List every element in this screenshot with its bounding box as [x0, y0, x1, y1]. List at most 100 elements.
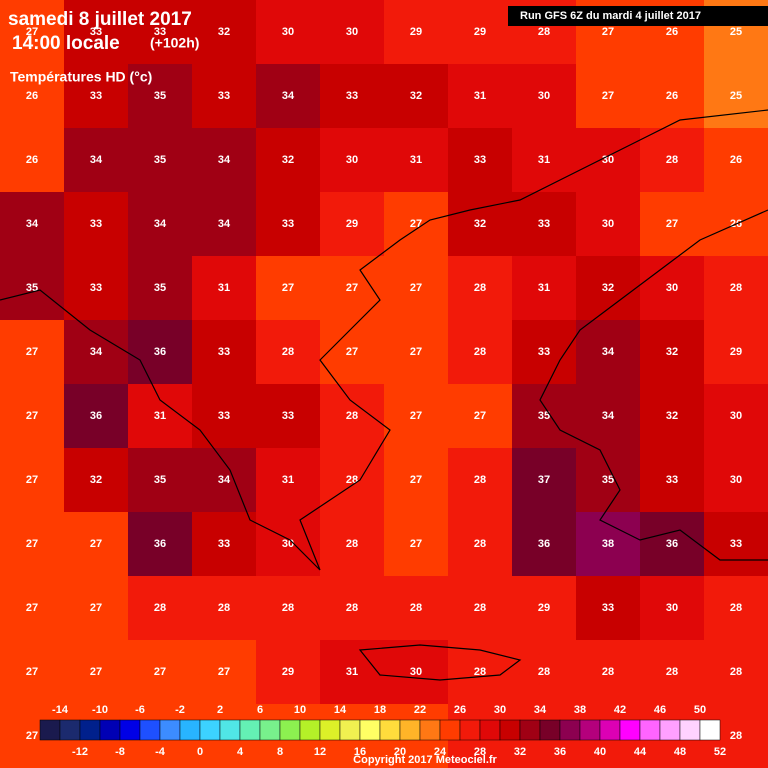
temperature-cell [64, 0, 129, 65]
scale-swatch [39, 719, 61, 741]
coastline [0, 109, 768, 571]
temperature-label: 27 [346, 282, 358, 294]
scale-swatch [59, 719, 81, 741]
temperature-label: 33 [538, 218, 550, 230]
temperature-label: 27 [26, 538, 38, 550]
temperature-cell [0, 512, 65, 577]
temperature-label: 31 [410, 154, 422, 166]
scale-label: 6 [257, 704, 263, 716]
temperature-label: 29 [538, 602, 550, 614]
temperature-cell [256, 64, 321, 129]
scale-swatch [239, 719, 261, 741]
temperature-cell [128, 256, 193, 321]
temperature-label: 27 [26, 26, 38, 38]
temperature-cell [512, 576, 577, 641]
temperature-label: 33 [218, 346, 230, 358]
scale-swatch [459, 719, 481, 741]
temperature-cell [320, 512, 385, 577]
temperature-label: 28 [602, 666, 614, 678]
temperature-label: 38 [602, 538, 614, 550]
temperature-label: 28 [474, 346, 486, 358]
temperature-label: 27 [410, 538, 422, 550]
temperature-cell [128, 320, 193, 385]
temperature-label: 27 [218, 666, 230, 678]
temperature-cell [640, 640, 705, 705]
temperature-label: 34 [218, 154, 231, 166]
temperature-label: 30 [602, 218, 614, 230]
temperature-label: 27 [26, 410, 38, 422]
temperature-cell [512, 448, 577, 513]
temperature-cell [320, 256, 385, 321]
temperature-cell [256, 384, 321, 449]
temperature-label: 28 [154, 602, 166, 614]
temperature-label: 32 [218, 26, 230, 38]
temperature-cell [320, 640, 385, 705]
temperature-cell [0, 640, 65, 705]
scale-swatch [559, 719, 581, 741]
temperature-cell [704, 512, 768, 577]
temperature-cell [320, 0, 385, 65]
temperature-label: 33 [346, 90, 358, 102]
temperature-label: 30 [666, 282, 678, 294]
temperature-label: 34 [154, 218, 167, 230]
temperature-label: 33 [154, 26, 166, 38]
temperature-label: 33 [218, 410, 230, 422]
temperature-label: 27 [90, 666, 102, 678]
scale-label: -2 [175, 704, 185, 716]
temperature-label: 27 [410, 282, 422, 294]
temperature-label: 32 [474, 218, 486, 230]
temperature-cell [64, 384, 129, 449]
scale-swatch [299, 719, 321, 741]
temperature-cell [128, 192, 193, 257]
temperature-cell [64, 128, 129, 193]
temperature-label: 37 [538, 474, 550, 486]
temperature-label: 31 [538, 154, 550, 166]
temperature-label: 26 [26, 154, 38, 166]
scale-swatch [499, 719, 521, 741]
field-name: Températures HD (°c) [10, 69, 152, 85]
temperature-label: 25 [730, 90, 742, 102]
temperature-label: 26 [666, 90, 678, 102]
temperature-label: 32 [90, 474, 102, 486]
date: samedi 8 juillet 2017 [8, 9, 192, 30]
temperature-label: 27 [154, 666, 166, 678]
scale-label: 38 [574, 704, 586, 716]
temperature-cell [384, 576, 449, 641]
temperature-label: 28 [538, 666, 550, 678]
temperature-cell [64, 512, 129, 577]
temperature-label: 34 [602, 346, 615, 358]
scale-label: -8 [115, 746, 125, 758]
scale-swatch [539, 719, 561, 741]
temperature-cell [512, 384, 577, 449]
temperature-label: 27 [26, 730, 38, 742]
temperature-cell [384, 256, 449, 321]
temperature-label: 30 [410, 666, 422, 678]
scale-swatch [399, 719, 421, 741]
scale-label: 16 [354, 746, 366, 758]
scale-label: 24 [434, 746, 447, 758]
temperature-cell [448, 576, 513, 641]
temperature-label: 27 [410, 218, 422, 230]
temperature-cell [384, 448, 449, 513]
scale-label: -14 [52, 704, 69, 716]
temperature-label: 33 [90, 26, 102, 38]
temperature-cell [128, 128, 193, 193]
temperature-label: 30 [666, 602, 678, 614]
scale-label: 44 [634, 746, 647, 758]
island-crete [358, 644, 522, 681]
scale-label: 32 [514, 746, 526, 758]
scale-swatch [119, 719, 141, 741]
temperature-label: 33 [218, 538, 230, 550]
temperature-cell [0, 192, 65, 257]
temperature-label: 28 [474, 602, 486, 614]
temperature-cell [192, 0, 257, 65]
temperature-cell [384, 128, 449, 193]
temperature-cell [448, 64, 513, 129]
temperature-cell [384, 384, 449, 449]
scale-label: 12 [314, 746, 326, 758]
temperature-cell [256, 448, 321, 513]
temperature-cell [64, 320, 129, 385]
temperature-label: 28 [474, 666, 486, 678]
temperature-label: 28 [346, 538, 358, 550]
